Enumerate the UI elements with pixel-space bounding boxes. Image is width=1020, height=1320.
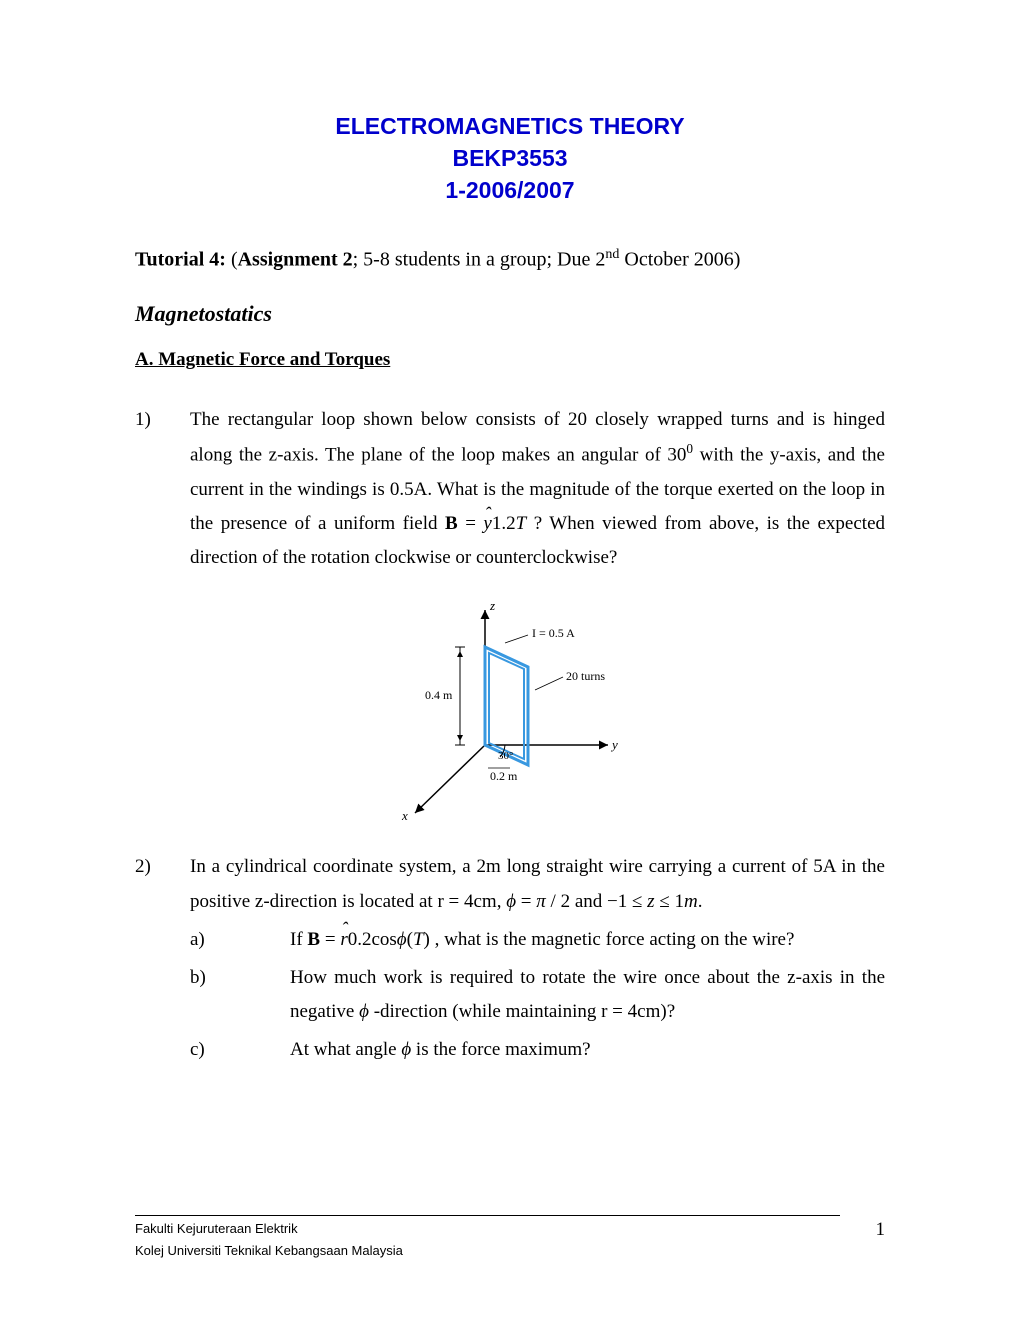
height-label: 0.4 m [425,688,453,702]
q2-and: and [570,891,607,912]
tutorial-label: Tutorial 4: [135,248,226,270]
subsection-title: A. Magnetic Force and Torques [135,349,885,371]
q2c-label: c) [190,1033,290,1067]
current-label: I = 0.5 A [532,626,575,640]
axis-z-label: z [489,598,495,613]
tutorial-details2: October 2006) [619,248,740,270]
q2b-body: How much work is required to rotate the … [290,961,885,1029]
q2a-label: a) [190,923,290,957]
q1-body: The rectangular loop shown below consist… [190,403,885,575]
angle-label: 30° [498,750,513,762]
tutorial-paren-open: ( [231,248,238,270]
tutorial-details: ; 5-8 students in a group; Due 2 [353,248,606,270]
q2c: c) At what angle ϕ is the force maximum? [190,1033,885,1067]
q2-z-range: −1 ≤ z ≤ 1m [607,891,698,912]
q2b-text2: -direction (while maintaining r = 4cm)? [369,1001,675,1022]
question-1: 1) The rectangular loop shown below cons… [135,403,885,575]
q2-body: In a cylindrical coordinate system, a 2m… [190,850,885,1067]
course-session: 1-2006/2007 [135,174,885,206]
q2a-pre: If [290,929,307,950]
q2a-eq: B = r0.2cosϕ(T) [307,929,429,950]
q2a-body: If B = r0.2cosϕ(T) , what is the magneti… [290,923,885,957]
q1-number: 1) [135,403,190,575]
q2a-post: , what is the magnetic force acting on t… [430,929,795,950]
axis-y-label: y [610,737,618,752]
document-header: ELECTROMAGNETICS THEORY BEKP3553 1-2006/… [135,110,885,207]
question-2: 2) In a cylindrical coordinate system, a… [135,850,885,1067]
q2-number: 2) [135,850,190,1067]
diagram-svg: z y x 0.4 m 0.2 m 30° I = 0.5 A 20 turns [360,595,660,825]
q2b: b) How much work is required to rotate t… [190,961,885,1029]
q1-field-eq: B = y1.2T [445,513,526,534]
q2c-post: is the force maximum? [411,1039,590,1060]
q2a: a) If B = r0.2cosϕ(T) , what is the magn… [190,923,885,957]
course-title-line1: ELECTROMAGNETICS THEORY [135,110,885,142]
footer-divider [135,1215,840,1216]
loop-diagram: z y x 0.4 m 0.2 m 30° I = 0.5 A 20 turns [135,595,885,830]
q2c-body: At what angle ϕ is the force maximum? [290,1033,885,1067]
q2c-pre: At what angle [290,1039,401,1060]
footer-faculty: Fakulti Kejuruteraan Elektrik [135,1220,885,1238]
assignment-label: Assignment 2 [238,248,353,270]
tutorial-info: Tutorial 4: (Assignment 2; 5-8 students … [135,247,885,272]
q2-phi-eq: ϕ [506,891,516,912]
axis-x-label: x [401,808,408,823]
q2b-phi: ϕ [359,1001,369,1022]
page-number: 1 [876,1219,886,1241]
course-code: BEKP3553 [135,142,885,174]
turns-label: 20 turns [566,669,605,683]
date-ordinal: nd [605,247,619,262]
page-footer: Fakulti Kejuruteraan Elektrik Kolej Univ… [135,1215,885,1260]
width-label: 0.2 m [490,769,518,783]
section-title: Magnetostatics [135,301,885,327]
footer-university: Kolej Universiti Teknikal Kebangsaan Mal… [135,1242,885,1260]
q2-period: . [698,891,703,912]
q2b-label: b) [190,961,290,1029]
q2c-phi: ϕ [401,1039,411,1060]
